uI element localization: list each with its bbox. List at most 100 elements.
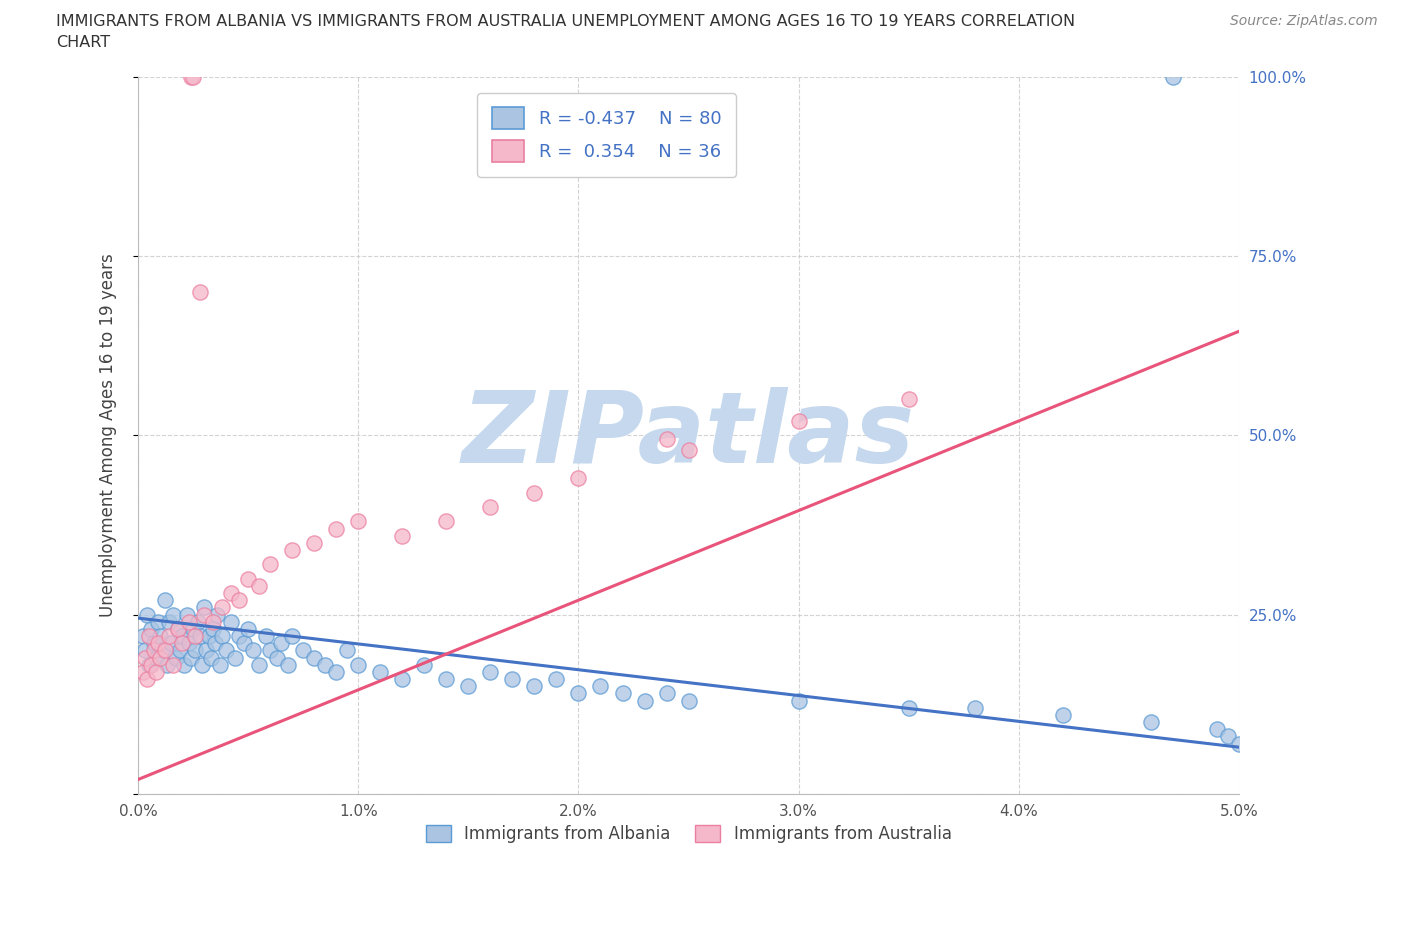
Point bbox=[787, 693, 810, 708]
Point bbox=[142, 636, 165, 651]
Point bbox=[546, 671, 568, 686]
Point bbox=[162, 607, 184, 622]
Point bbox=[259, 643, 281, 658]
Point bbox=[141, 658, 163, 672]
Point bbox=[612, 686, 634, 701]
Point bbox=[347, 658, 370, 672]
Point bbox=[208, 658, 231, 672]
Point bbox=[567, 471, 589, 485]
Point bbox=[523, 679, 546, 694]
Point bbox=[336, 643, 359, 658]
Text: IMMIGRANTS FROM ALBANIA VS IMMIGRANTS FROM AUSTRALIA UNEMPLOYMENT AMONG AGES 16 : IMMIGRANTS FROM ALBANIA VS IMMIGRANTS FR… bbox=[56, 14, 1076, 29]
Point bbox=[191, 658, 214, 672]
Point bbox=[193, 600, 215, 615]
Point bbox=[202, 621, 225, 636]
Point bbox=[1052, 708, 1074, 723]
Point bbox=[655, 432, 678, 446]
Point bbox=[169, 643, 191, 658]
Point bbox=[166, 621, 188, 636]
Point bbox=[242, 643, 264, 658]
Point bbox=[204, 636, 226, 651]
Point bbox=[304, 536, 326, 551]
Point bbox=[391, 671, 413, 686]
Y-axis label: Unemployment Among Ages 16 to 19 years: Unemployment Among Ages 16 to 19 years bbox=[100, 253, 117, 618]
Point bbox=[157, 629, 180, 644]
Point bbox=[136, 607, 159, 622]
Point bbox=[181, 621, 204, 636]
Point bbox=[172, 636, 194, 651]
Point bbox=[247, 658, 270, 672]
Point bbox=[259, 557, 281, 572]
Point bbox=[567, 686, 589, 701]
Point bbox=[1227, 737, 1250, 751]
Point bbox=[153, 643, 176, 658]
Point bbox=[134, 643, 156, 658]
Point bbox=[1206, 722, 1229, 737]
Point bbox=[136, 671, 159, 686]
Point bbox=[145, 664, 167, 679]
Point bbox=[963, 700, 986, 715]
Point bbox=[678, 693, 700, 708]
Point bbox=[211, 629, 233, 644]
Point bbox=[131, 664, 153, 679]
Point bbox=[304, 650, 326, 665]
Point bbox=[160, 636, 183, 651]
Point bbox=[238, 621, 260, 636]
Point bbox=[193, 607, 215, 622]
Point bbox=[228, 629, 250, 644]
Point bbox=[1216, 729, 1239, 744]
Point bbox=[314, 658, 336, 672]
Point bbox=[173, 658, 195, 672]
Point bbox=[134, 650, 156, 665]
Point bbox=[157, 615, 180, 630]
Point bbox=[180, 650, 202, 665]
Point bbox=[188, 285, 211, 299]
Point bbox=[434, 671, 457, 686]
Point bbox=[188, 629, 211, 644]
Point bbox=[131, 629, 153, 644]
Point bbox=[479, 664, 502, 679]
Point bbox=[211, 600, 233, 615]
Point bbox=[141, 621, 163, 636]
Point bbox=[207, 607, 229, 622]
Point bbox=[145, 650, 167, 665]
Point bbox=[391, 528, 413, 543]
Legend: Immigrants from Albania, Immigrants from Australia: Immigrants from Albania, Immigrants from… bbox=[419, 818, 959, 850]
Point bbox=[501, 671, 523, 686]
Point bbox=[270, 636, 292, 651]
Point bbox=[152, 643, 174, 658]
Point bbox=[633, 693, 655, 708]
Point bbox=[184, 629, 207, 644]
Point bbox=[1161, 70, 1184, 85]
Point bbox=[202, 615, 225, 630]
Point bbox=[370, 664, 392, 679]
Point bbox=[181, 70, 204, 85]
Point bbox=[457, 679, 479, 694]
Point bbox=[254, 629, 277, 644]
Point bbox=[219, 586, 242, 601]
Point bbox=[180, 70, 202, 85]
Text: Source: ZipAtlas.com: Source: ZipAtlas.com bbox=[1230, 14, 1378, 28]
Point bbox=[347, 514, 370, 529]
Point bbox=[655, 686, 678, 701]
Point bbox=[177, 615, 200, 630]
Point bbox=[292, 643, 315, 658]
Point bbox=[219, 615, 242, 630]
Point bbox=[678, 442, 700, 457]
Point bbox=[413, 658, 436, 672]
Point bbox=[277, 658, 299, 672]
Point bbox=[184, 643, 207, 658]
Point bbox=[200, 650, 222, 665]
Point bbox=[165, 650, 187, 665]
Point bbox=[589, 679, 612, 694]
Point bbox=[138, 658, 160, 672]
Point bbox=[215, 643, 238, 658]
Point bbox=[156, 658, 179, 672]
Point bbox=[176, 607, 198, 622]
Point bbox=[228, 592, 250, 607]
Point bbox=[146, 636, 169, 651]
Point bbox=[325, 664, 347, 679]
Point bbox=[479, 499, 502, 514]
Point bbox=[146, 615, 169, 630]
Point bbox=[523, 485, 546, 500]
